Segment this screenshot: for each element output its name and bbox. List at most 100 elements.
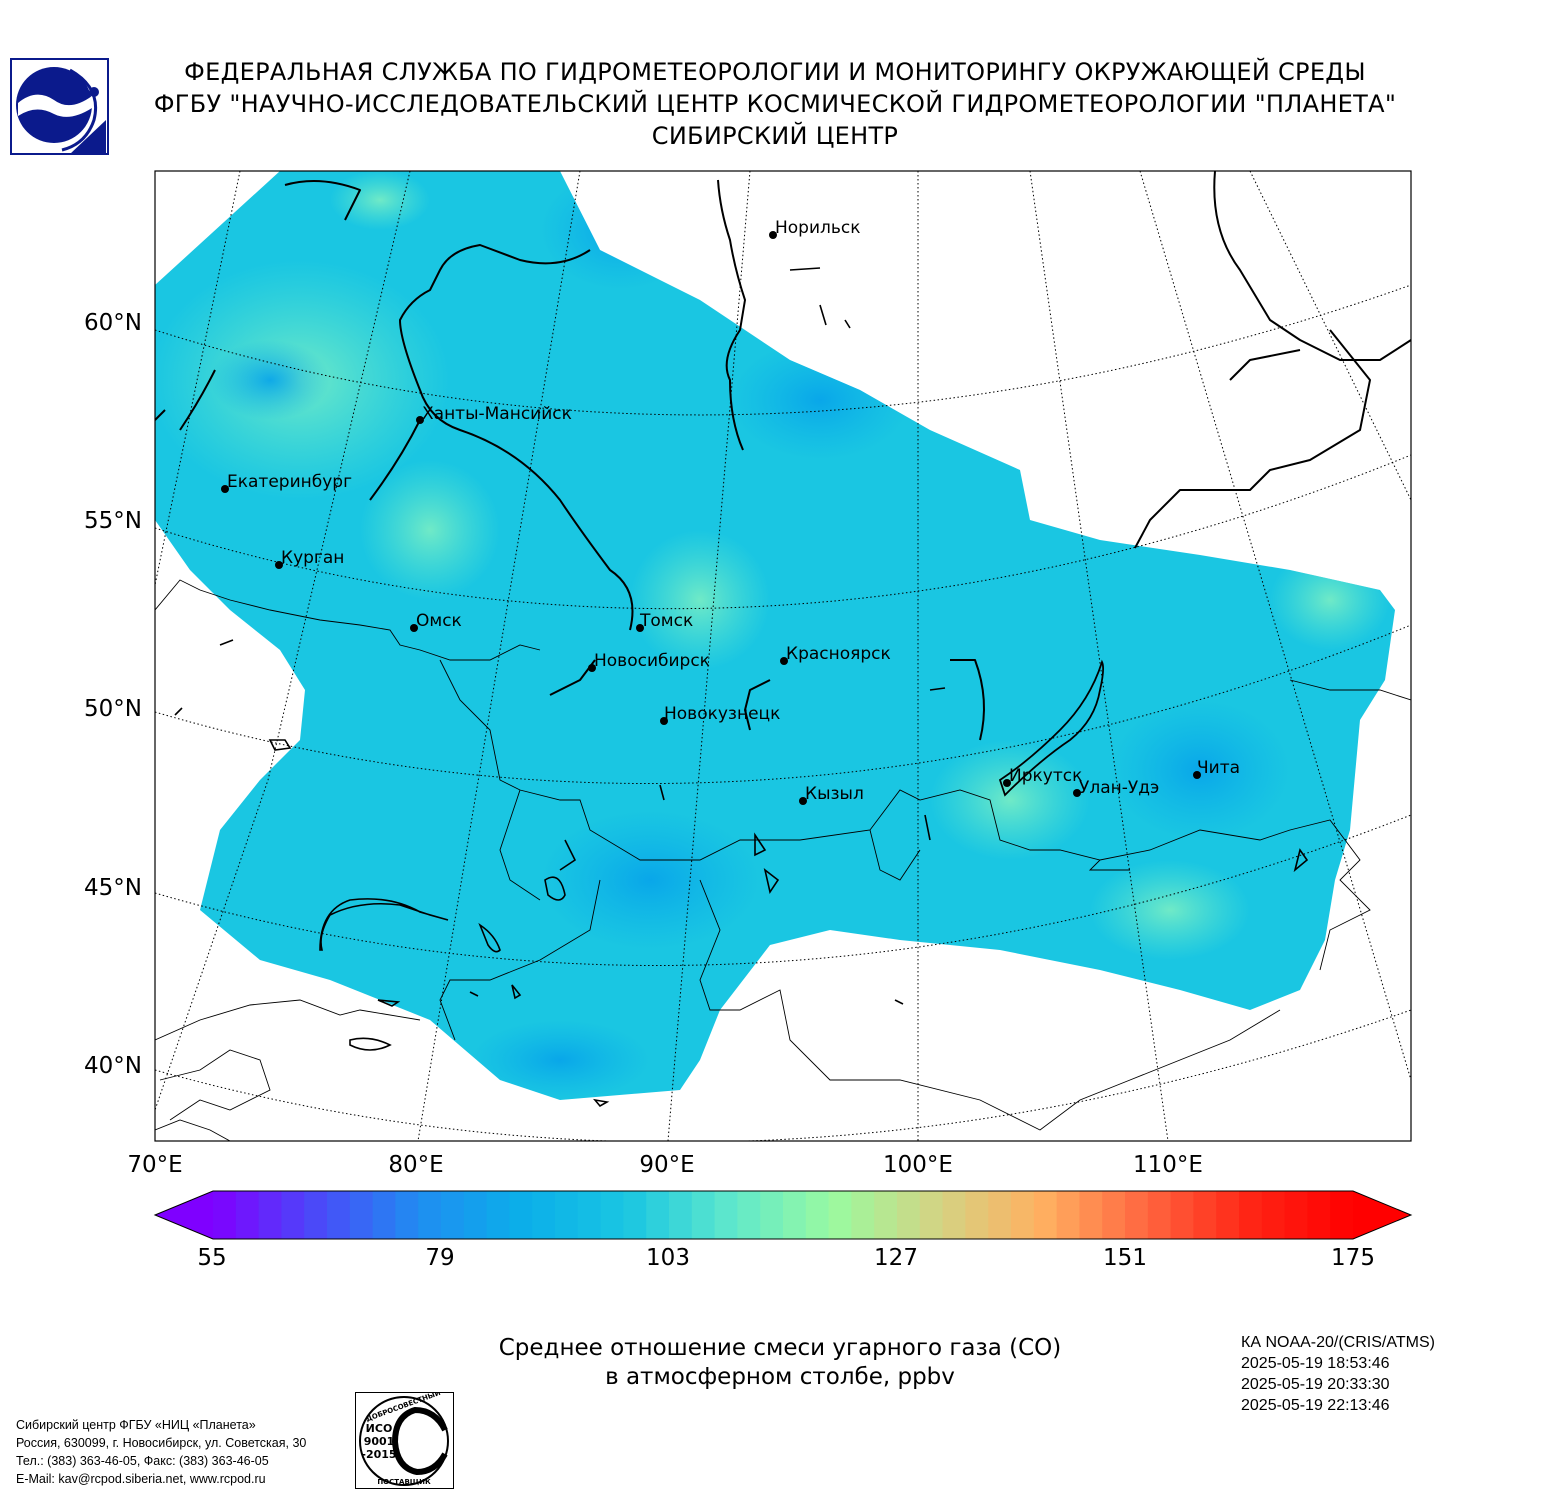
colorbar-tick-151: 151 xyxy=(1103,1245,1147,1271)
colorbar-segment xyxy=(304,1191,328,1239)
colorbar-segment xyxy=(213,1191,237,1239)
city-label-tomsk: Томск xyxy=(640,611,694,631)
city-markers xyxy=(221,231,1201,805)
city-marker-ekaterinburg xyxy=(221,485,229,493)
colorbar-extend-low xyxy=(155,1191,213,1239)
colorbar-segment xyxy=(1147,1191,1172,1239)
colorbar-segment xyxy=(1307,1191,1331,1239)
colorbar-segment xyxy=(281,1191,305,1239)
colorbar-segment xyxy=(669,1191,693,1239)
city-label-ekaterinburg: Екатеринбург xyxy=(227,472,353,492)
colorbar-outline xyxy=(153,1190,1413,1240)
city-label-irkutsk: Иркутск xyxy=(1009,766,1083,786)
lon-label-90: 90°E xyxy=(639,1152,695,1178)
footer-org: Сибирский центр ФГБУ «НИЦ «Планета» xyxy=(16,1418,256,1432)
colorbar-segment xyxy=(897,1191,921,1239)
colorbar-tick-127: 127 xyxy=(874,1245,918,1271)
colorbar-segment xyxy=(623,1191,647,1239)
colorbar-segment xyxy=(851,1191,875,1239)
rivers xyxy=(155,171,1411,741)
colorbar-segment xyxy=(1284,1191,1308,1239)
satellite-name: КА NOAA-20/(CRIS/ATMS) xyxy=(1241,1334,1435,1351)
colorbar-segment xyxy=(418,1191,442,1239)
city-label-novosibirsk: Новосибирск xyxy=(594,651,710,671)
colorbar-segment xyxy=(486,1191,510,1239)
city-label-novokuznetsk: Новокузнецк xyxy=(664,704,781,724)
colorbar-segment xyxy=(1079,1191,1103,1239)
colorbar-segment xyxy=(509,1191,533,1239)
colorbar-segment xyxy=(1033,1191,1058,1239)
colorbar-segment xyxy=(258,1191,282,1239)
city-marker-chita xyxy=(1193,771,1201,779)
colorbar-segment xyxy=(349,1191,374,1239)
colorbar-segment xyxy=(737,1191,761,1239)
header-line-2: ФГБУ "НАУЧНО-ИССЛЕДОВАТЕЛЬСКИЙ ЦЕНТР КОС… xyxy=(153,90,1397,118)
colorbar-extend-high xyxy=(1353,1191,1411,1239)
header-line-3: СИБИРСКИЙ ЦЕНТР xyxy=(651,122,899,150)
colorbar-segment xyxy=(1330,1191,1354,1239)
colorbar-tick-175: 175 xyxy=(1331,1245,1375,1271)
city-marker-ulan-ude xyxy=(1073,789,1081,797)
lat-label-55: 55°N xyxy=(84,508,142,534)
colorbar-segment xyxy=(805,1191,830,1239)
iso-badge: ДОБРОСОВЕСТНЫЙ ИСО 9001 -2015 ПОСТАВЩИК xyxy=(355,1392,454,1489)
colorbar-segment xyxy=(965,1191,989,1239)
colorbar-segment xyxy=(577,1191,602,1239)
lon-label-100: 100°E xyxy=(883,1152,953,1178)
iso-badge-bottom: ПОСТАВЩИК xyxy=(377,1478,431,1486)
city-label-khanty-mansiysk: Ханты-Мансийск xyxy=(422,404,572,424)
planeta-logo xyxy=(10,58,109,155)
colorbar-segment xyxy=(988,1191,1012,1239)
city-label-ulan-ude: Улан-Удэ xyxy=(1079,778,1160,798)
city-label-krasnoyarsk: Красноярск xyxy=(786,644,891,664)
colorbar-segment xyxy=(235,1191,260,1239)
colorbar-segment xyxy=(1193,1191,1217,1239)
footer-email: E-Mail: kav@rcpod.siberia.net, www.rcpod… xyxy=(16,1472,266,1486)
iso-badge-l2: 9001 xyxy=(364,1435,395,1448)
country-borders xyxy=(155,579,1411,1141)
colorbar-segment xyxy=(600,1191,624,1239)
city-marker-kurgan xyxy=(275,561,283,569)
city-label-kurgan: Курган xyxy=(281,548,345,568)
city-marker-krasnoyarsk xyxy=(780,657,788,665)
map-frame xyxy=(154,170,1412,1142)
lat-label-60: 60°N xyxy=(84,310,142,336)
colorbar-segment xyxy=(532,1191,556,1239)
city-marker-novosibirsk xyxy=(588,664,596,672)
city-marker-omsk xyxy=(410,624,418,632)
colorbar-tick-103: 103 xyxy=(646,1245,690,1271)
colorbar-segment xyxy=(1056,1191,1080,1239)
colorbar-tick-55: 55 xyxy=(197,1245,227,1271)
product-title-line-1: Среднее отношение смеси угарного газа (C… xyxy=(498,1335,1062,1361)
lat-label-45: 45°N xyxy=(84,875,142,901)
graticule xyxy=(155,171,1411,1141)
colorbar-segment xyxy=(942,1191,966,1239)
city-label-chita: Чита xyxy=(1197,758,1241,778)
pass-time-3: 2025-05-19 22:13:46 xyxy=(1241,1397,1390,1414)
colorbar xyxy=(153,1190,1413,1240)
city-marker-tomsk xyxy=(636,624,644,632)
co-coverage xyxy=(155,171,1395,1100)
colorbar-segment xyxy=(1125,1191,1149,1239)
colorbar-segment xyxy=(1216,1191,1240,1239)
colorbar-segment xyxy=(372,1191,396,1239)
city-marker-khanty-mansiysk xyxy=(416,416,424,424)
header-line-1: ФЕДЕРАЛЬНАЯ СЛУЖБА ПО ГИДРОМЕТЕОРОЛОГИИ … xyxy=(184,58,1366,86)
iso-badge-l3: -2015 xyxy=(361,1448,396,1461)
city-label-kyzyl: Кызыл xyxy=(805,784,864,804)
colorbar-segment xyxy=(1011,1191,1035,1239)
city-label-omsk: Омск xyxy=(416,611,462,631)
colorbar-segment xyxy=(1170,1191,1194,1239)
lon-label-70: 70°E xyxy=(127,1152,183,1178)
city-label-norilsk: Норильск xyxy=(775,218,861,238)
colorbar-segment xyxy=(1261,1191,1286,1239)
city-marker-novokuznetsk xyxy=(660,717,668,725)
colorbar-segment xyxy=(463,1191,488,1239)
city-marker-irkutsk xyxy=(1003,779,1011,787)
colorbar-segment xyxy=(646,1191,670,1239)
lat-label-50: 50°N xyxy=(84,696,142,722)
colorbar-segment xyxy=(1102,1191,1126,1239)
colorbar-segment xyxy=(327,1191,351,1239)
colorbar-segment xyxy=(555,1191,579,1239)
